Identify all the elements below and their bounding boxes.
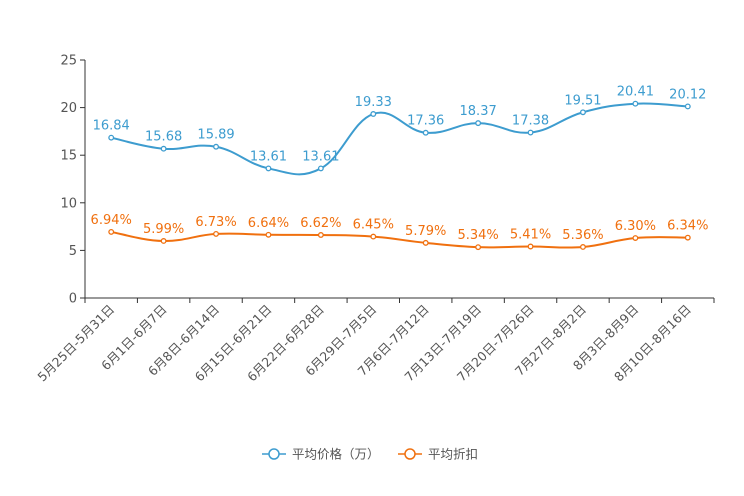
legend-swatch-marker	[268, 448, 280, 460]
data-label: 17.38	[512, 114, 549, 129]
data-label: 6.94%	[91, 213, 132, 228]
data-point	[370, 233, 377, 240]
data-point	[580, 109, 586, 116]
data-point	[370, 111, 377, 117]
data-label: 19.33	[355, 95, 392, 110]
data-point	[265, 231, 272, 238]
data-label: 6.62%	[300, 216, 341, 231]
data-point	[684, 103, 691, 110]
data-label: 5.79%	[405, 224, 446, 239]
y-tick-label: 25	[60, 54, 77, 69]
x-category-label: 5月25日-5月31日	[34, 302, 117, 385]
data-label: 6.34%	[667, 219, 708, 234]
data-point	[213, 230, 219, 237]
legend-swatch-marker	[404, 448, 416, 460]
data-label: 5.41%	[510, 227, 551, 242]
data-label: 6.30%	[615, 219, 656, 234]
data-point	[684, 234, 691, 241]
y-tick-label: 10	[60, 196, 77, 211]
chart-series: 16.84 15.68 15.89 13.61 13.61 19.33 17.36 18.37…	[91, 85, 708, 251]
data-label: 6.45%	[353, 218, 394, 233]
data-point	[527, 129, 534, 136]
data-label: 15.89	[197, 128, 234, 143]
data-point	[422, 239, 429, 246]
legend-item-avg-discount[interactable]: 平均折扣	[398, 447, 478, 462]
data-point	[632, 235, 639, 241]
data-label: 6.64%	[248, 216, 289, 231]
data-label: 18.37	[460, 104, 497, 119]
y-tick-label: 5	[69, 244, 77, 259]
series-avg-discount: 6.94% 5.99% 6.73% 6.64% 6.62% 6.45% 5.79% 5.34%…	[91, 213, 708, 251]
data-point	[475, 120, 482, 127]
data-label: 20.41	[617, 85, 654, 100]
data-point	[317, 165, 324, 172]
legend-label: 平均价格（万）	[292, 447, 380, 462]
data-label: 20.12	[669, 87, 706, 102]
data-point	[527, 243, 534, 250]
data-label: 13.61	[250, 149, 287, 164]
data-label: 16.84	[93, 119, 130, 134]
data-point	[160, 145, 167, 152]
data-label: 19.51	[564, 93, 601, 108]
data-label: 5.34%	[457, 228, 498, 243]
data-label: 5.36%	[562, 228, 603, 243]
y-tick-label: 15	[60, 149, 77, 164]
data-point	[160, 238, 167, 244]
y-tick-label: 20	[60, 101, 77, 116]
data-label: 15.68	[145, 130, 182, 145]
data-point	[265, 165, 272, 172]
data-label: 17.36	[407, 114, 444, 129]
chart-legend[interactable]: 平均价格（万） 平均折扣	[262, 447, 478, 462]
data-point	[213, 143, 219, 150]
data-label: 6.73%	[195, 215, 236, 230]
data-point	[580, 244, 586, 250]
data-point	[422, 129, 429, 136]
data-label: 13.61	[302, 149, 339, 164]
data-point	[108, 134, 115, 141]
series-avg-price: 16.84 15.68 15.89 13.61 13.61 19.33 17.36 18.37…	[93, 85, 706, 176]
data-point	[632, 100, 639, 107]
data-label: 5.99%	[143, 222, 184, 237]
data-point	[475, 244, 482, 251]
series-line	[111, 230, 688, 249]
legend-label: 平均折扣	[428, 447, 478, 462]
data-point	[108, 228, 115, 235]
legend-item-avg-price[interactable]: 平均价格（万）	[262, 447, 380, 462]
y-tick-label: 0	[69, 292, 77, 307]
data-point	[317, 232, 324, 238]
